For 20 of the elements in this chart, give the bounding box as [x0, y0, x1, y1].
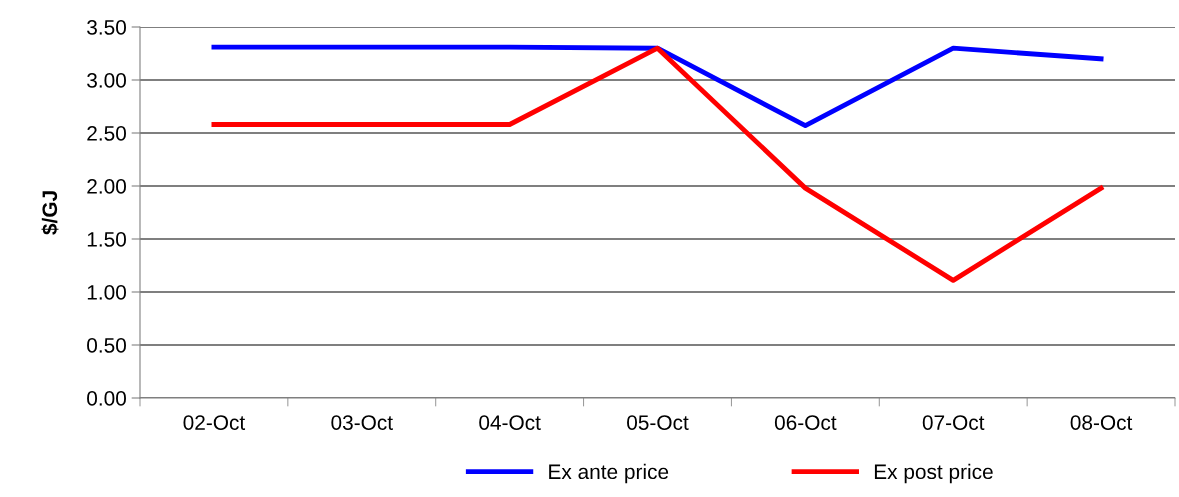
x-tick-label: 08-Oct [1070, 415, 1133, 430]
x-tick-label: 03-Oct [331, 415, 393, 430]
x-tick-label: 02-Oct [183, 415, 246, 430]
x-tick-label: 04-Oct [479, 415, 541, 430]
y-tick-label: 3.00 [87, 73, 126, 88]
y-axis-title: $/GJ [41, 191, 59, 235]
legend-label: Ex post price [874, 463, 993, 484]
y-tick-label: 2.50 [87, 126, 126, 141]
y-tick-label: 0.50 [87, 338, 126, 353]
line-series [211, 44, 1104, 129]
y-tick-label: 0.00 [87, 391, 126, 406]
y-tick-label: 1.50 [87, 232, 126, 247]
y-tick-label: 1.00 [87, 285, 126, 300]
line-series [211, 45, 1104, 283]
y-tick-label: 2.00 [87, 179, 126, 194]
x-tick-label: 07-Oct [922, 415, 985, 430]
legend-label: Ex ante price [549, 463, 669, 484]
y-tick-label: 3.50 [87, 20, 126, 35]
x-tick-label: 05-Oct [627, 415, 689, 430]
x-tick-label: 06-Oct [774, 415, 837, 430]
